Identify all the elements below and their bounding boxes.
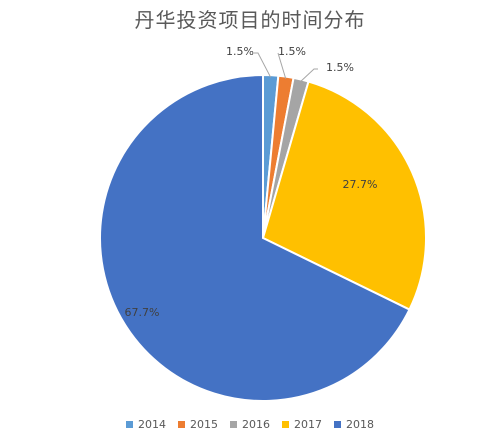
data-label-2018: 67.7% (125, 306, 160, 319)
legend-item-2015: 2015 (178, 418, 218, 431)
legend-label-2015: 2015 (190, 418, 218, 431)
leader-line-2014 (254, 52, 272, 78)
legend-item-2014: 2014 (126, 418, 166, 431)
legend: 2014 2015 2016 2017 2018 (0, 418, 500, 431)
pie-slice-2017 (261, 80, 427, 311)
legend-label-2014: 2014 (138, 418, 166, 431)
data-label-2016: 1.5% (326, 61, 354, 74)
leader-line-2015 (277, 52, 287, 79)
data-label-2015: 1.5% (278, 45, 306, 58)
legend-label-2016: 2016 (242, 418, 270, 431)
data-label-2017: 27.7% (343, 178, 378, 191)
legend-item-2017: 2017 (282, 418, 322, 431)
legend-swatch-2015 (178, 421, 185, 428)
legend-swatch-2018 (334, 421, 341, 428)
data-label-2014: 1.5% (226, 45, 254, 58)
legend-swatch-2017 (282, 421, 289, 428)
legend-swatch-2014 (126, 421, 133, 428)
leader-line-2016 (300, 68, 318, 82)
legend-item-2016: 2016 (230, 418, 270, 431)
legend-label-2017: 2017 (294, 418, 322, 431)
pie-slice-2018 (99, 73, 411, 402)
legend-item-2018: 2018 (334, 418, 374, 431)
legend-label-2018: 2018 (346, 418, 374, 431)
chart-title: 丹华投资项目的时间分布 (134, 8, 366, 32)
legend-swatch-2016 (230, 421, 237, 428)
